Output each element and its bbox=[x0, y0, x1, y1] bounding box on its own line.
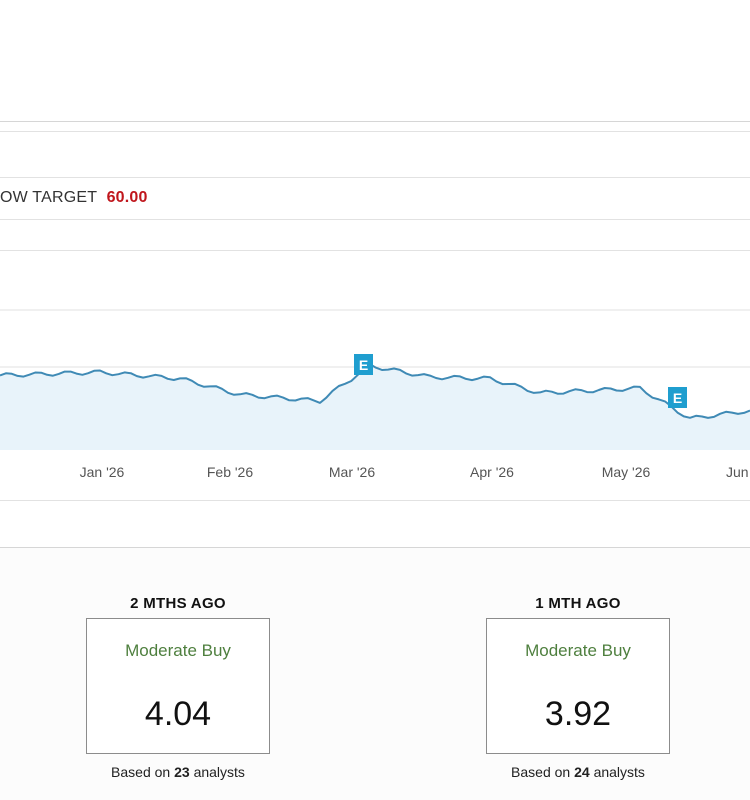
grid-line bbox=[0, 131, 750, 132]
rating-label: Moderate Buy bbox=[525, 641, 631, 660]
x-tick-label: Feb '26 bbox=[207, 464, 253, 480]
rating-box: Moderate Buy 3.92 bbox=[486, 618, 670, 754]
price-line bbox=[0, 363, 750, 419]
analyst-number: 24 bbox=[574, 764, 590, 780]
x-tick-label: Jan '26 bbox=[80, 464, 125, 480]
x-tick-label: May '26 bbox=[602, 464, 651, 480]
analyst-number: 23 bbox=[174, 764, 190, 780]
analyst-count: Based on 23 analysts bbox=[83, 764, 273, 780]
grid-line bbox=[0, 219, 750, 220]
rating-score: 4.04 bbox=[144, 695, 212, 733]
top-divider bbox=[0, 121, 750, 122]
grid-line bbox=[0, 500, 750, 501]
grid-line bbox=[0, 250, 750, 251]
basis-suffix: analysts bbox=[193, 764, 245, 780]
rating-period: 1 MTH AGO bbox=[535, 595, 621, 612]
earnings-marker-label: E bbox=[673, 390, 682, 406]
low-target-text: OW TARGET bbox=[0, 189, 97, 206]
basis-prefix: Based on bbox=[111, 764, 171, 780]
x-tick-label: Apr '26 bbox=[470, 464, 514, 480]
rating-score: 3.92 bbox=[544, 695, 612, 733]
basis-suffix: analysts bbox=[593, 764, 645, 780]
earnings-marker[interactable]: E bbox=[354, 354, 373, 375]
price-area-fill bbox=[0, 364, 750, 450]
x-axis: Jan '26 Feb '26 Mar '26 Apr '26 May '26 … bbox=[80, 464, 749, 480]
analyst-count: Based on 24 analysts bbox=[483, 764, 673, 780]
rating-card-2-months: 2 MTHS AGO Moderate Buy 4.04 Based on 23… bbox=[83, 595, 273, 780]
rating-period: 2 MTHS AGO bbox=[130, 595, 226, 612]
earnings-marker-label: E bbox=[359, 357, 368, 373]
x-tick-label: Mar '26 bbox=[329, 464, 375, 480]
lower-divider bbox=[0, 547, 750, 548]
price-chart[interactable]: E E Jan '26 Feb '26 Mar '26 Apr '26 May … bbox=[0, 240, 750, 490]
basis-prefix: Based on bbox=[511, 764, 571, 780]
x-tick-label: Jun bbox=[726, 464, 749, 480]
low-target-label: OW TARGET 60.00 bbox=[0, 189, 148, 207]
rating-card-1-month: 1 MTH AGO Moderate Buy 3.92 Based on 24 … bbox=[483, 595, 673, 780]
low-target-value: 60.00 bbox=[106, 189, 148, 206]
rating-label: Moderate Buy bbox=[125, 641, 231, 660]
rating-box: Moderate Buy 4.04 bbox=[86, 618, 270, 754]
grid-line bbox=[0, 177, 750, 178]
earnings-marker[interactable]: E bbox=[668, 387, 687, 408]
